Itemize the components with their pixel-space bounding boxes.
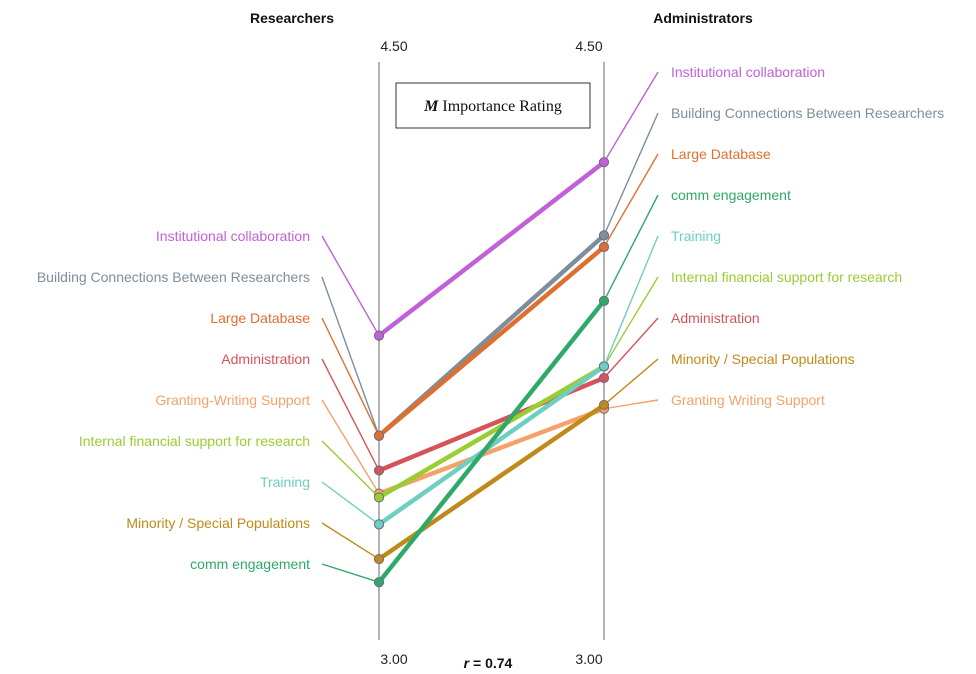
chart-title-text: Importance Rating [442, 98, 562, 115]
point-researchers [373, 492, 385, 503]
correlation-label: r = 0.74 [464, 655, 513, 671]
series-line [376, 244, 607, 439]
leader-line-researchers [321, 481, 380, 525]
point-administrators [598, 372, 610, 384]
series-line [376, 364, 607, 500]
label-researchers: Large Database [210, 310, 310, 326]
series-6: Training Training [260, 228, 721, 530]
series-0: Institutional collaboration Institutional… [156, 64, 825, 341]
point-administrators [598, 230, 610, 241]
label-administrators: Training [671, 228, 721, 244]
label-researchers: Internal financial support for research [79, 433, 310, 449]
series-line [376, 406, 607, 496]
leader-line-administrators [603, 399, 659, 410]
tick-administrators-min: 3.00 [575, 651, 602, 667]
leader-line-researchers [321, 399, 380, 494]
series-layer: Institutional collaboration Institutional… [37, 64, 944, 588]
tick-researchers-min: 3.00 [380, 651, 407, 667]
leader-line-researchers [321, 235, 380, 336]
series-line [376, 298, 607, 585]
label-administrators: Institutional collaboration [671, 64, 825, 80]
label-researchers: Administration [221, 351, 310, 367]
point-researchers [373, 553, 385, 565]
point-researchers [373, 330, 385, 341]
point-researchers [373, 519, 385, 530]
label-researchers: Minority / Special Populations [126, 515, 310, 531]
leader-line-administrators [603, 276, 659, 367]
leader-line-administrators [603, 194, 659, 302]
series-2: Large Database Large Database [210, 146, 771, 441]
series-5: Internal financial support for research I… [79, 269, 902, 503]
label-administrators: Administration [671, 310, 760, 326]
label-administrators: comm engagement [671, 187, 791, 203]
point-administrators [598, 361, 610, 372]
tick-researchers-max: 4.50 [380, 38, 407, 54]
series-line [376, 364, 607, 527]
point-researchers [373, 465, 385, 476]
chart-title-prefix: M [423, 98, 439, 115]
leader-line-administrators [603, 153, 659, 248]
label-researchers: Institutional collaboration [156, 228, 310, 244]
chart-title-box [395, 82, 591, 129]
leader-line-researchers [321, 522, 380, 560]
tick-administrators-max: 4.50 [575, 38, 602, 54]
leader-line-administrators [603, 317, 659, 379]
point-researchers [373, 430, 385, 441]
correlation-value: = 0.74 [473, 655, 513, 671]
leader-line-administrators [603, 235, 659, 367]
point-administrators [598, 399, 610, 411]
leader-line-administrators [603, 71, 659, 163]
leader-line-researchers [321, 440, 380, 498]
point-administrators [598, 241, 610, 253]
point-administrators [598, 157, 610, 168]
axis-title-researchers: Researchers [250, 10, 334, 26]
chart-title: M Importance Rating [423, 98, 562, 115]
label-researchers: Building Connections Between Researchers [37, 269, 310, 285]
series-7: Minority / Special Populations Minority /… [126, 351, 855, 565]
correlation-prefix: r [464, 655, 471, 671]
leader-line-researchers [321, 317, 380, 437]
leader-line-researchers [321, 276, 380, 437]
label-administrators: Minority / Special Populations [671, 351, 855, 367]
label-researchers: Granting-Writing Support [155, 392, 310, 408]
label-administrators: Large Database [671, 146, 771, 162]
series-8: comm engagement comm engagement [190, 187, 791, 588]
leader-line-administrators [603, 112, 659, 236]
series-line [376, 159, 607, 338]
axis-title-administrators: Administrators [653, 10, 753, 26]
point-researchers [373, 577, 385, 588]
leader-line-researchers [321, 358, 380, 471]
label-researchers: Training [260, 474, 310, 490]
point-administrators [598, 295, 610, 307]
label-researchers: comm engagement [190, 556, 310, 572]
leader-line-researchers [321, 563, 380, 583]
label-administrators: Granting Writing Support [671, 392, 825, 408]
leader-line-administrators [603, 358, 659, 406]
label-administrators: Internal financial support for research [671, 269, 902, 285]
label-administrators: Building Connections Between Researchers [671, 105, 944, 121]
